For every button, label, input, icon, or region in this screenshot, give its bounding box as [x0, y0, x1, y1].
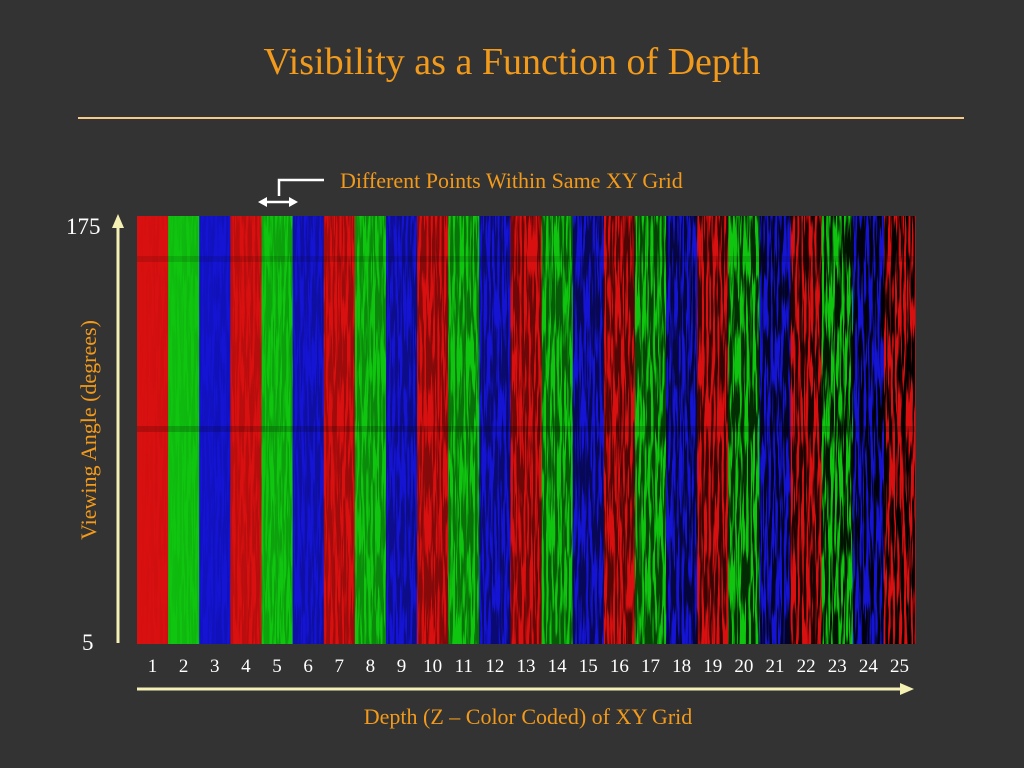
y-axis-arrow [112, 214, 124, 643]
y-tick-min: 5 [82, 630, 94, 655]
x-tick-label: 7 [335, 656, 345, 677]
x-tick-label: 18 [672, 656, 691, 677]
x-tick-label: 1 [148, 656, 158, 677]
x-tick-label: 23 [828, 656, 847, 677]
x-tick-labels: 1 2 3 4 5 6 7 8 9 10 11 12 13 14 15 16 17 18 19 20 21 22 23 24 2… [148, 656, 909, 677]
x-tick-label: 14 [548, 656, 568, 677]
x-tick-label: 25 [890, 656, 909, 677]
x-tick-label: 20 [734, 656, 753, 677]
x-tick-label: 22 [797, 656, 816, 677]
x-tick-label: 16 [610, 656, 629, 677]
x-tick-label: 13 [517, 656, 536, 677]
title-divider [78, 117, 964, 119]
x-tick-label: 24 [859, 656, 879, 677]
x-tick-label: 8 [366, 656, 376, 677]
x-tick-label: 12 [485, 656, 504, 677]
annotation-bracket-icon [258, 178, 324, 207]
x-tick-label: 15 [579, 656, 598, 677]
x-tick-label: 2 [179, 656, 189, 677]
x-tick-label: 21 [765, 656, 784, 677]
x-axis-label: Depth (Z – Color Coded) of XY Grid [363, 704, 693, 729]
horizontal-artifact-line [137, 426, 915, 432]
x-axis-arrow [137, 683, 914, 695]
x-tick-label: 3 [210, 656, 220, 677]
x-tick-label: 11 [455, 656, 473, 677]
x-tick-label: 17 [641, 656, 660, 677]
x-tick-label: 4 [241, 656, 251, 677]
x-tick-label: 5 [272, 656, 282, 677]
x-tick-label: 19 [703, 656, 722, 677]
annotation-label: Different Points Within Same XY Grid [340, 168, 683, 193]
occlusion-texture [137, 216, 915, 644]
x-tick-label: 6 [303, 656, 313, 677]
horizontal-artifact-line [137, 256, 915, 262]
x-tick-label: 9 [397, 656, 407, 677]
x-tick-label: 10 [423, 656, 442, 677]
slide-title: Visibility as a Function of Depth [263, 41, 761, 83]
y-tick-max: 175 [66, 214, 101, 239]
